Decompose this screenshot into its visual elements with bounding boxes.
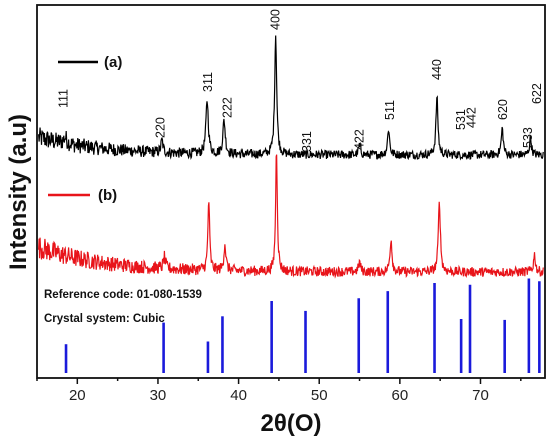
peak-label-111: 111: [57, 89, 71, 108]
legend: (a) (b): [48, 54, 122, 204]
x-axis-title: 2θ(O): [261, 410, 322, 437]
plot-frame: [36, 4, 546, 379]
peak-label-220: 220: [153, 117, 167, 138]
legend-label-a: (a): [104, 54, 122, 71]
peak-label-620: 620: [496, 99, 510, 120]
peak-label-440: 440: [430, 59, 444, 80]
x-tick-label-20: 20: [69, 387, 86, 404]
series-line-b: [38, 154, 544, 279]
peak-label-222: 222: [220, 97, 234, 118]
peak-label-422: 422: [353, 129, 367, 150]
x-tick-label-60: 60: [392, 387, 409, 404]
y-axis-title: Intensity (a.u): [5, 114, 32, 270]
peak-label-622: 622: [530, 83, 544, 104]
x-tick-label-50: 50: [311, 387, 328, 404]
x-tick-label-30: 30: [150, 387, 167, 404]
reference-lines: [64, 278, 541, 373]
peak-label-400: 400: [269, 9, 283, 30]
peak-label-442: 442: [465, 107, 479, 128]
series-line-a: [38, 35, 544, 161]
peak-label-311: 311: [201, 72, 215, 92]
x-tick-label-40: 40: [230, 387, 247, 404]
peak-label-511: 511: [383, 100, 397, 120]
legend-label-b: (b): [98, 187, 117, 204]
peak-label-331: 331: [300, 131, 314, 152]
x-axis-ticks: 20 30 40 50 60 70: [36, 378, 522, 404]
peak-label-531: 531: [454, 109, 468, 130]
crystal-system-label: Crystal system: Cubic: [44, 313, 165, 325]
peak-label-533: 533: [521, 127, 535, 148]
reference-code-label: Reference code: 01-080-1539: [44, 289, 202, 301]
series-layer: [38, 35, 544, 279]
x-tick-label-70: 70: [472, 387, 489, 404]
